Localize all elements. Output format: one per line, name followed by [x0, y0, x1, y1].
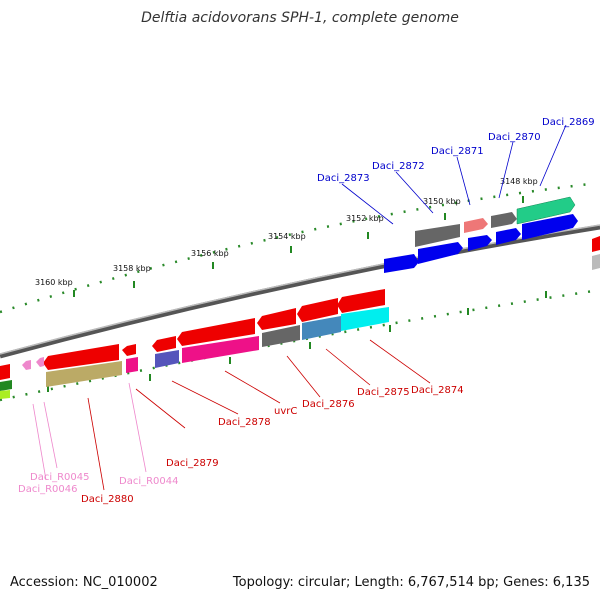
gene-arrow	[43, 344, 119, 370]
gene-label-reverse: Daci_2880	[81, 494, 134, 505]
gene-label-rna: Daci_R0045	[30, 472, 90, 483]
tick-label: 3156 kbp	[191, 249, 229, 258]
rna-leader-lines	[32, 382, 147, 481]
tick-label: 3158 kbp	[113, 264, 151, 273]
tick-label: 3150 kbp	[423, 197, 461, 206]
gene-arrow	[22, 360, 31, 370]
gene-label-reverse: uvrC	[274, 406, 297, 417]
genome-summary: Topology: circular; Length: 6,767,514 bp…	[232, 575, 590, 590]
forward-strand-genes	[384, 196, 600, 273]
gene-arrow	[496, 228, 521, 245]
outer-tick-ring	[0, 182, 591, 314]
gene-label-rna: Daci_R0046	[18, 484, 78, 495]
accession-label: Accession: NC_010002	[10, 575, 158, 590]
reverse-strand-genes	[0, 289, 389, 399]
reverse-leader-lines	[87, 339, 431, 491]
gene-label-forward: Daci_2871	[431, 146, 484, 157]
gene-arrow	[126, 357, 138, 373]
forward-leader-lines	[341, 124, 567, 225]
gene-label-forward: Daci_2872	[372, 161, 425, 172]
gene-label-reverse: Daci_2876	[302, 399, 355, 410]
tick-label: 3148 kbp	[500, 177, 538, 186]
gene-arrow	[522, 214, 578, 240]
gene-arrow	[592, 236, 600, 252]
gene-label-forward: Daci_2870	[488, 132, 541, 143]
gene-label-forward: Daci_2869	[542, 117, 595, 128]
map-title: Delftia acidovorans SPH-1, complete geno…	[141, 10, 459, 26]
gene-arrow	[341, 307, 389, 331]
gene-arrow	[257, 308, 296, 330]
major-ticks	[47, 196, 547, 392]
tick-label: 3152 kbp	[346, 214, 384, 223]
gene-label-reverse: Daci_2879	[166, 458, 219, 469]
gene-arrow	[384, 254, 419, 273]
gene-arrow	[415, 224, 460, 247]
tick-label: 3160 kbp	[35, 278, 73, 287]
gene-arrow	[0, 390, 10, 399]
inner-tick-ring	[0, 288, 600, 402]
gene-arrow	[516, 196, 576, 225]
gene-arrow	[418, 242, 463, 264]
gene-arrow	[0, 364, 10, 380]
gene-arrow	[297, 298, 338, 322]
gene-arrow	[337, 289, 385, 313]
gene-label-reverse: Daci_2878	[218, 417, 271, 428]
tick-label: 3154 kbp	[268, 232, 306, 241]
gene-arrow	[155, 350, 179, 368]
gene-arrow	[36, 357, 44, 367]
gene-arrow	[182, 336, 259, 363]
gene-label-reverse: Daci_2874	[411, 385, 464, 396]
gene-arrow	[302, 316, 341, 340]
gene-arrow	[491, 212, 517, 228]
gene-label-reverse: Daci_2875	[357, 387, 410, 398]
gene-arrow	[0, 380, 12, 391]
gene-arrow	[122, 344, 136, 356]
gene-arrow	[177, 318, 255, 346]
gene-arrow	[464, 218, 488, 233]
gene-arrow	[468, 235, 492, 251]
gene-arrow	[152, 336, 176, 352]
gene-arrow	[46, 361, 122, 387]
gene-label-forward: Daci_2873	[317, 173, 370, 184]
gene-arrow	[262, 325, 300, 347]
genome-backbone	[0, 224, 600, 359]
gene-arrow	[592, 254, 600, 270]
gene-label-rna: Daci_R0044	[119, 476, 179, 487]
